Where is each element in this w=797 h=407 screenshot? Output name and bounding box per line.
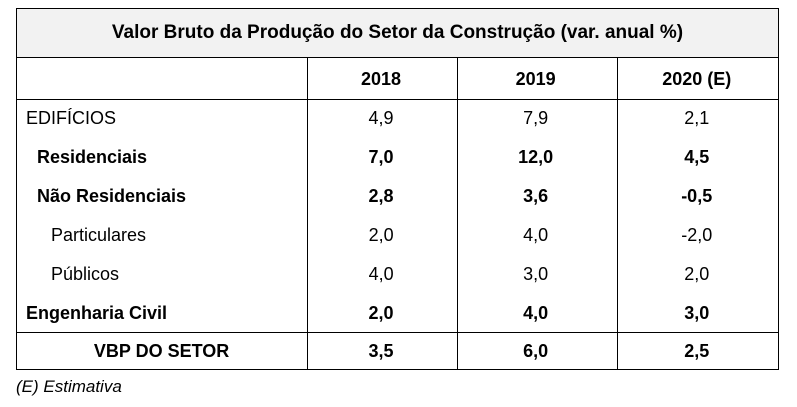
row-label: EDIFÍCIOS [26, 108, 117, 128]
row-label: Não Residenciais [37, 186, 187, 206]
total-row: VBP DO SETOR 3,5 6,0 2,5 [17, 333, 778, 369]
cell-2019: 4,0 [523, 302, 549, 323]
cell-2018: 7,0 [368, 147, 394, 167]
column-divider [307, 58, 308, 369]
cell-2020: -0,5 [681, 186, 713, 206]
header-2019: 2019 [515, 68, 556, 89]
table-row: EDIFÍCIOS 4,9 7,9 2,1 [17, 99, 778, 138]
total-divider [17, 332, 778, 333]
cell-2019: 12,0 [518, 147, 554, 167]
row-label: Particulares [51, 225, 147, 245]
cell-2018: 2,0 [368, 225, 394, 245]
cell-2020: 2,0 [684, 264, 710, 284]
cell-2018: 2,0 [368, 302, 394, 323]
header-2020: 2020 (E) [662, 68, 732, 89]
row-label: Engenharia Civil [26, 302, 168, 323]
cell-2020: 3,0 [684, 302, 710, 323]
cell-2019: 4,0 [523, 225, 549, 245]
header-divider [17, 99, 778, 100]
cell-2019: 3,0 [523, 264, 549, 284]
cell-2020: 4,5 [684, 147, 710, 167]
cell-2018: 4,0 [368, 264, 394, 284]
table: Valor Bruto da Produção do Setor da Cons… [16, 8, 779, 370]
table-row: Particulares 2,0 4,0 -2,0 [17, 216, 778, 255]
table-row: Não Residenciais 2,8 3,6 -0,5 [17, 177, 778, 216]
cell-2019: 7,9 [523, 108, 549, 128]
column-divider [457, 58, 458, 369]
total-label: VBP DO SETOR [93, 340, 230, 361]
table-title: Valor Bruto da Produção do Setor da Cons… [17, 9, 778, 58]
cell-2019: 3,6 [523, 186, 549, 206]
cell-2020: -2,0 [681, 225, 713, 245]
cell-2020: 2,1 [684, 108, 710, 128]
cell-2018: 2,8 [368, 186, 394, 206]
row-label: Residenciais [37, 147, 148, 167]
cell-2018: 4,9 [368, 108, 394, 128]
column-divider [617, 58, 618, 369]
header-2018: 2018 [361, 68, 402, 89]
header-row: 2018 2019 2020 (E) [17, 59, 778, 99]
footnote: (E) Estimativa [16, 377, 122, 396]
total-2020: 2,5 [684, 340, 710, 361]
table-row: Engenharia Civil 2,0 4,0 3,0 [17, 294, 778, 332]
total-2019: 6,0 [523, 340, 549, 361]
total-2018: 3,5 [368, 340, 394, 361]
row-label: Públicos [51, 264, 120, 284]
table-row: Públicos 4,0 3,0 2,0 [17, 255, 778, 294]
table-row: Residenciais 7,0 12,0 4,5 [17, 138, 778, 177]
